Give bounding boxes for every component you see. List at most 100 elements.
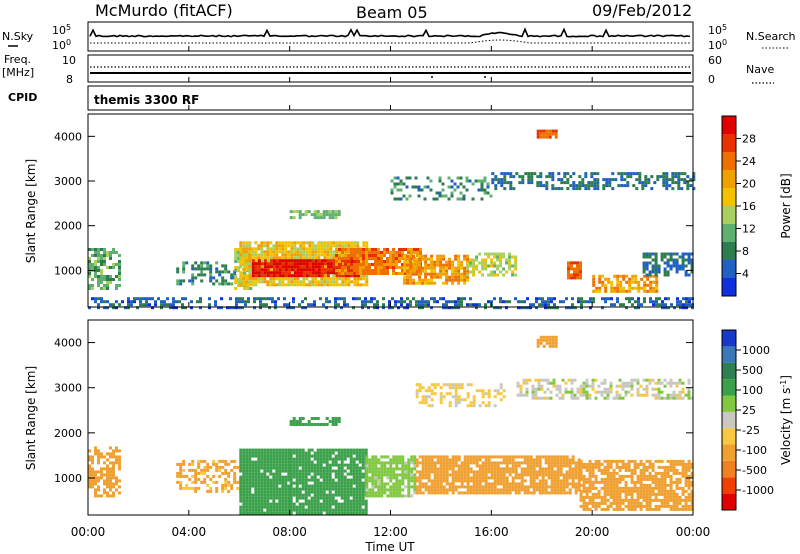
heatmap-cell: [185, 486, 189, 490]
heatmap-cell: [109, 254, 112, 257]
heatmap-cell: [97, 488, 100, 492]
heatmap-cell: [329, 271, 333, 275]
heatmap-cell: [660, 489, 664, 493]
heatmap-cell: [241, 306, 244, 310]
heatmap-cell: [260, 478, 264, 482]
heatmap-cell: [191, 273, 195, 277]
heatmap-cell: [389, 494, 393, 498]
heatmap-cell: [526, 458, 530, 462]
heatmap-cell: [681, 267, 685, 271]
heatmap-cell: [311, 259, 315, 263]
heatmap-cell: [596, 178, 600, 182]
heatmap-cell: [648, 492, 652, 496]
heatmap-cell: [496, 267, 500, 271]
heatmap-cell: [648, 501, 652, 505]
heatmap-cell: [257, 466, 261, 470]
heatmap-cell: [579, 483, 583, 487]
heatmap-cell: [621, 507, 625, 511]
heatmap-cell: [600, 468, 604, 472]
heatmap-cell: [636, 498, 640, 502]
heatmap-cell: [526, 467, 530, 471]
heatmap-cell: [237, 248, 241, 251]
heatmap-cell: [512, 175, 516, 179]
heatmap-cell: [109, 257, 112, 260]
heatmap-cell: [625, 274, 629, 278]
heatmap-cell: [445, 303, 448, 307]
heatmap-cell: [486, 191, 490, 195]
heatmap-cell: [97, 452, 100, 456]
heatmap-cell: [643, 289, 647, 293]
heatmap-cell: [299, 241, 303, 245]
heatmap-cell: [657, 480, 661, 484]
heatmap-cell: [684, 252, 688, 256]
heatmap-cell: [416, 269, 419, 272]
heatmap-cell: [278, 247, 282, 251]
heatmap-cell: [542, 132, 546, 136]
heatmap-cell: [590, 184, 594, 188]
heatmap-cell: [278, 478, 282, 482]
heatmap-cell: [248, 250, 252, 254]
heatmap-cell: [151, 297, 154, 301]
heatmap-cell: [331, 460, 335, 464]
heatmap-cell: [541, 476, 545, 480]
heatmap-cell: [523, 455, 527, 459]
heatmap-cell: [281, 271, 285, 275]
heatmap-cell: [331, 493, 335, 497]
heatmap-cell: [251, 265, 255, 269]
heatmap-cell: [421, 470, 425, 474]
heatmap-cell: [88, 248, 91, 251]
heatmap-cell: [289, 460, 293, 464]
heatmap-cell: [376, 300, 379, 304]
heatmap-cell: [106, 300, 109, 304]
heatmap-cell: [618, 474, 622, 478]
heatmap-cell: [666, 498, 670, 502]
heatmap-cell: [499, 255, 503, 259]
heatmap-cell: [636, 489, 640, 493]
heatmap-cell: [260, 496, 264, 500]
heatmap-cell: [623, 172, 627, 176]
heatmap-cell: [263, 469, 267, 473]
heatmap-cell: [682, 303, 685, 307]
heatmap-cell: [251, 472, 255, 476]
heatmap-cell: [594, 495, 598, 499]
heatmap-cell: [263, 271, 267, 275]
heatmap-cell: [263, 466, 267, 470]
heatmap-cell: [295, 460, 299, 464]
heatmap-cell: [568, 464, 572, 468]
heatmap-cell: [350, 244, 354, 248]
heatmap-cell: [281, 448, 285, 452]
heatmap-cell: [430, 398, 434, 402]
heatmap-cell: [526, 473, 530, 477]
heatmap-cell: [396, 197, 400, 201]
heatmap-cell: [396, 176, 400, 180]
heatmap-cell: [308, 247, 312, 251]
heatmap-cell: [662, 175, 666, 179]
heatmap-cell: [406, 272, 410, 276]
heatmap-cell: [221, 264, 225, 268]
heatmap-cell: [286, 303, 289, 307]
heatmap-cell: [323, 265, 327, 269]
heatmap-cell: [212, 276, 216, 280]
heatmap-cell: [365, 257, 368, 260]
heatmap-cell: [356, 277, 360, 281]
heatmap-cell: [263, 454, 267, 458]
heatmap-cell: [655, 300, 658, 304]
heatmap-cell: [245, 247, 249, 251]
heatmap-cell: [310, 502, 314, 506]
heatmap-cell: [257, 475, 261, 479]
heatmap-cell: [651, 486, 655, 490]
heatmap-cell: [212, 462, 216, 466]
heatmap-cell: [97, 458, 100, 462]
heatmap-cell: [275, 244, 279, 248]
heatmap-cell: [308, 265, 312, 269]
heatmap-cell: [448, 275, 452, 279]
heatmap-cell: [508, 258, 512, 262]
heatmap-cell: [648, 252, 652, 256]
heatmap-cell: [389, 458, 393, 462]
heatmap-cell: [634, 274, 638, 278]
heatmap-cell: [287, 448, 291, 452]
heatmap-cell: [421, 491, 425, 495]
heatmap-cell: [430, 389, 434, 393]
heatmap-cell: [688, 297, 691, 301]
heatmap-cell: [215, 465, 219, 469]
